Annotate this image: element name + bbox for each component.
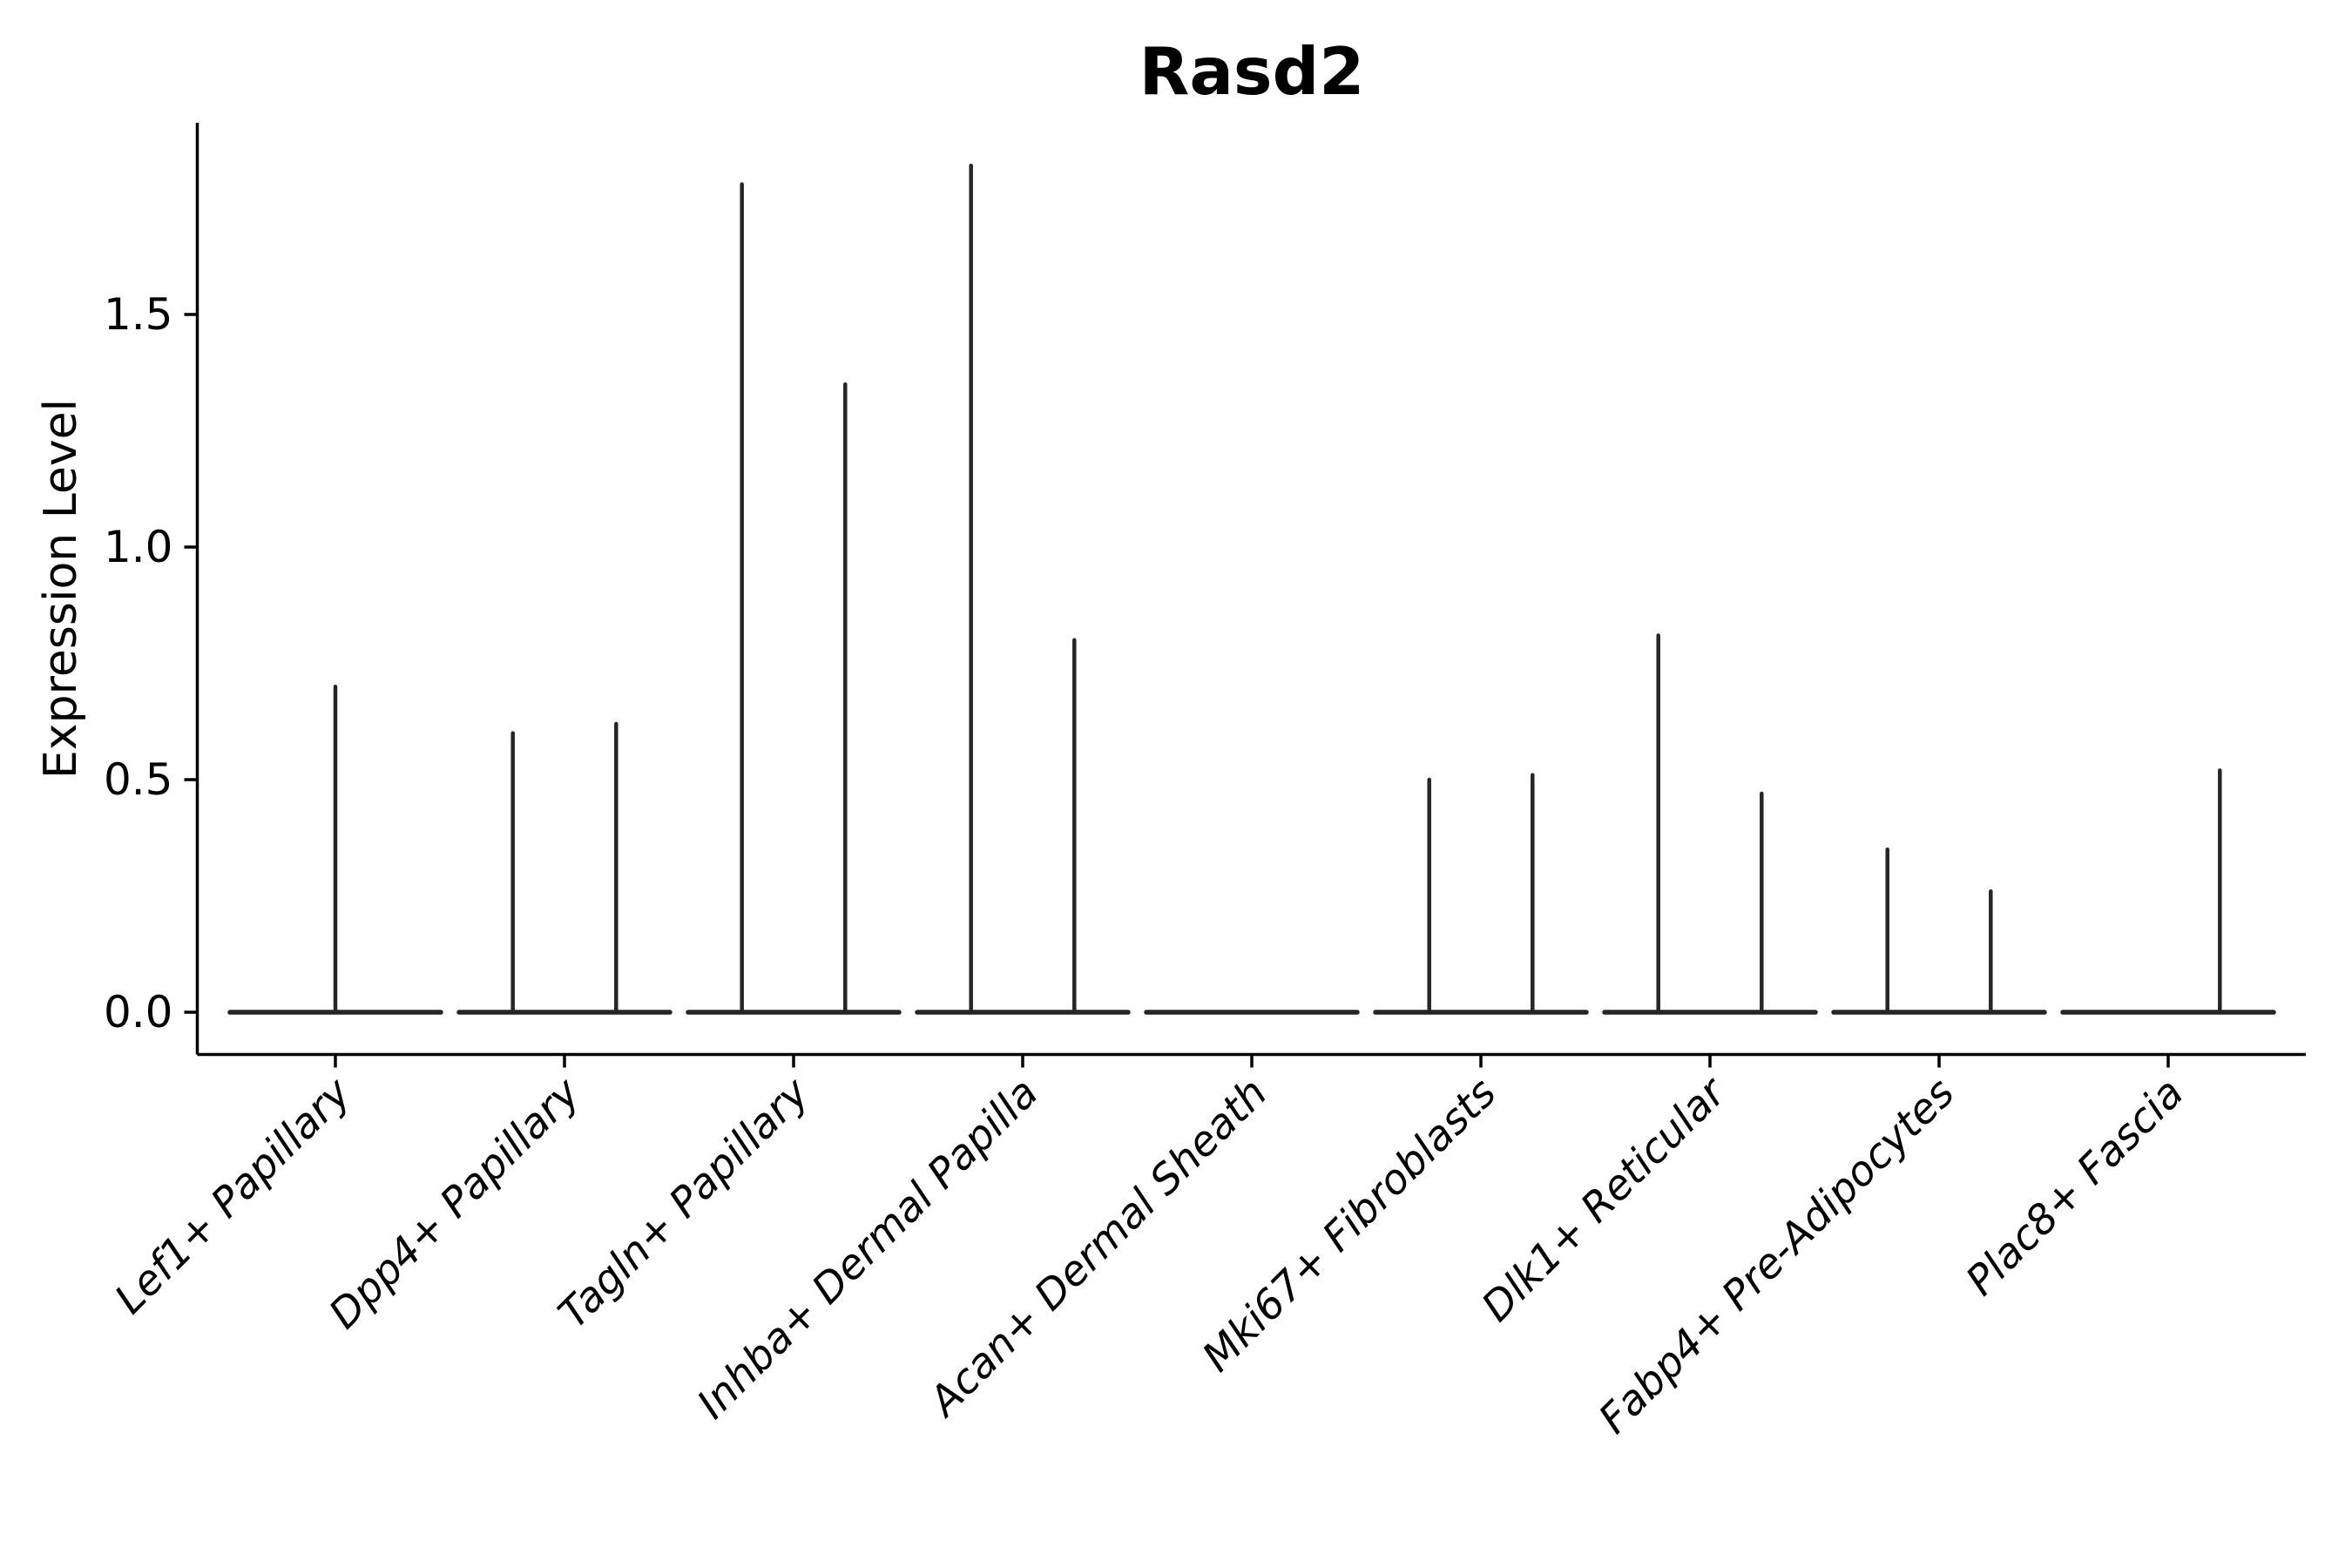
y-tick-label: 1.0 [104, 522, 173, 572]
x-tick-label: Tagln+ Papillary [550, 1068, 820, 1338]
x-tick-label: Lef1+ Papillary [105, 1068, 361, 1323]
x-tick-label: Plac8+ Fascia [1957, 1069, 2193, 1305]
y-tick-label: 0.5 [104, 754, 173, 805]
y-tick-label: 0.0 [104, 987, 173, 1037]
x-tick-label: Dpp4+ Papillary [320, 1068, 590, 1338]
x-tick-label: Dlk1+ Reticular [1473, 1067, 1737, 1331]
y-tick-label: 1.5 [104, 289, 173, 340]
chart-title: Rasd2 [1139, 33, 1365, 110]
